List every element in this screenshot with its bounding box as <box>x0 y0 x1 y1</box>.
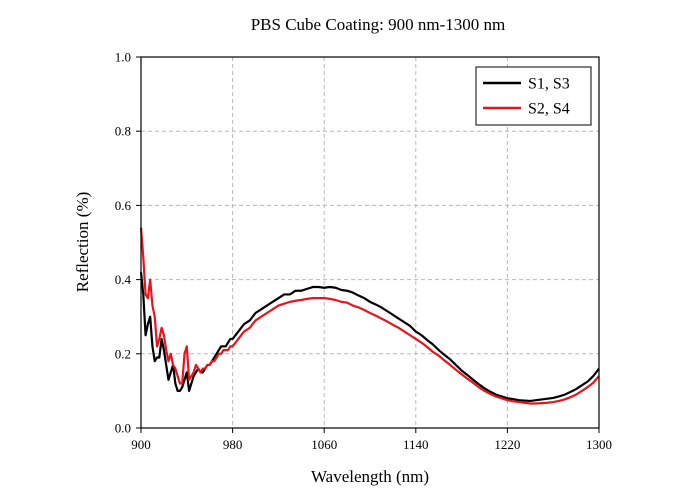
legend-box <box>475 66 592 126</box>
x-tick-label: 900 <box>131 437 151 452</box>
x-tick-label: 1300 <box>586 437 612 452</box>
x-axis-label: Wavelength (nm) <box>311 467 429 486</box>
y-tick-label: 0.2 <box>115 346 131 361</box>
x-tick-label: 1060 <box>311 437 337 452</box>
y-tick-label: 0.6 <box>115 198 132 213</box>
chart-title: PBS Cube Coating: 900 nm-1300 nm <box>251 15 506 34</box>
y-tick-label: 1.0 <box>115 50 131 65</box>
y-axis-label: Reflection (%) <box>73 192 92 293</box>
plot-frame <box>140 56 600 429</box>
x-tick-label: 1140 <box>403 437 429 452</box>
legend-label: S1, S3 <box>528 76 570 93</box>
y-tick-label: 0.8 <box>115 124 131 139</box>
series-line-2 <box>139 227 600 405</box>
axis-ticks: 900 980 1060 1140 1220 1300 0.0 0.2 0.4 0.6 0.8 1.0 <box>115 50 612 453</box>
x-tick-label: 980 <box>223 437 243 452</box>
x-tick-label: 1220 <box>494 437 520 452</box>
y-tick-label: 0.0 <box>115 421 131 436</box>
legend-label: S2, S4 <box>528 101 570 118</box>
series-line-1 <box>139 272 600 403</box>
legend: S1, S3 S2, S4 <box>475 66 592 126</box>
grid-lines <box>141 57 599 428</box>
y-tick-label: 0.4 <box>115 272 132 287</box>
series-group <box>139 227 600 405</box>
